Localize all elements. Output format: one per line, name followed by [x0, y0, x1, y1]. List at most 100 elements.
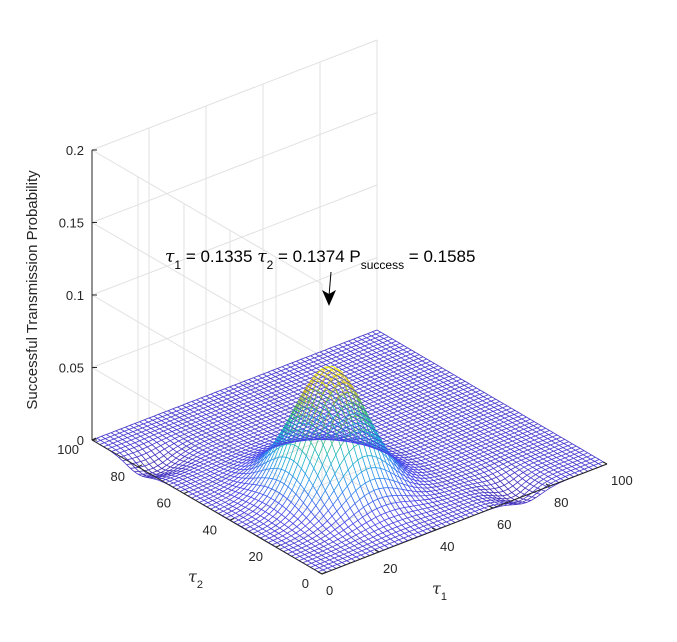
surface-line — [216, 480, 222, 484]
surface-line — [288, 472, 294, 477]
surface-line — [145, 434, 150, 438]
surface-line — [490, 501, 495, 504]
surface-line — [388, 522, 394, 526]
surface-line — [420, 462, 425, 465]
surface-line — [180, 412, 185, 416]
surface-line — [396, 375, 402, 379]
surface-line — [357, 456, 363, 461]
surface-line — [176, 427, 182, 430]
surface-line — [280, 457, 287, 470]
surface-line — [143, 421, 149, 425]
surface-line — [181, 407, 187, 410]
surface-line — [322, 525, 327, 530]
surface-line — [533, 441, 539, 445]
surface-line — [401, 524, 406, 529]
surface-line — [247, 489, 252, 492]
surface-line — [189, 427, 195, 431]
surface-line — [318, 357, 324, 361]
surface-line — [301, 436, 308, 452]
surface-line — [279, 413, 285, 417]
surface-line — [291, 526, 298, 531]
surface-line — [515, 445, 521, 448]
surface-line — [294, 444, 299, 448]
surface-line — [228, 480, 234, 485]
surface-line — [152, 467, 158, 472]
surface-line — [406, 386, 412, 390]
surface-line — [489, 407, 495, 410]
surface-line — [256, 438, 261, 442]
surface-line — [338, 383, 344, 387]
surface-line — [440, 487, 446, 490]
surface-line — [371, 370, 377, 374]
surface-line — [536, 467, 542, 470]
surface-line — [190, 403, 196, 406]
surface-line — [446, 405, 452, 408]
surface-line — [235, 491, 240, 494]
surface-line — [119, 450, 125, 454]
surface-line — [391, 340, 397, 344]
surface-line — [382, 497, 387, 506]
surface-line — [451, 380, 457, 384]
surface-line — [203, 407, 208, 411]
surface-line — [473, 457, 479, 461]
surface-line — [250, 472, 255, 474]
surface-line — [268, 540, 274, 543]
surface-line — [322, 567, 328, 571]
surface-line — [452, 413, 458, 417]
surface-line — [181, 427, 186, 431]
surface-line — [296, 358, 302, 362]
surface-line — [472, 482, 478, 485]
surface-line — [440, 447, 446, 451]
surface-line — [357, 516, 363, 521]
surface-line — [257, 449, 262, 452]
surface-line — [130, 467, 136, 469]
surface-line — [293, 509, 300, 516]
surface-line — [370, 411, 376, 415]
surface-line — [338, 555, 344, 559]
surface-line — [206, 469, 211, 472]
surface-line — [190, 443, 196, 447]
surface-line — [404, 357, 410, 361]
surface-line — [118, 434, 124, 438]
surface-line — [387, 357, 393, 360]
surface-line — [248, 508, 253, 512]
surface-line — [337, 498, 342, 507]
surface-line — [342, 485, 348, 493]
surface-line — [248, 451, 254, 455]
surface-line — [214, 491, 219, 495]
surface-line — [355, 534, 361, 539]
surface-line — [265, 378, 271, 381]
surface-line — [290, 383, 296, 386]
surface-line — [217, 439, 222, 443]
surface-line — [380, 540, 386, 544]
surface-line — [324, 490, 330, 498]
surface-line — [473, 420, 479, 424]
surface-line — [220, 425, 226, 428]
surface-line — [237, 426, 243, 429]
surface-line — [543, 434, 549, 437]
surface-line — [257, 530, 262, 534]
surface-line — [236, 468, 241, 470]
surface-line — [177, 404, 183, 408]
surface-line — [366, 513, 372, 521]
surface-line — [326, 528, 331, 534]
surface-line — [447, 456, 453, 459]
surface-line — [316, 366, 322, 369]
surface-line — [402, 407, 408, 410]
surface-line — [331, 443, 337, 455]
surface-line — [507, 422, 513, 425]
surface-line — [230, 491, 236, 496]
surface-line — [362, 516, 367, 523]
surface-line — [295, 553, 301, 557]
surface-line — [204, 495, 210, 499]
surface-line — [350, 417, 356, 431]
surface-line — [250, 406, 256, 409]
surface-line — [267, 487, 272, 490]
surface-line — [344, 405, 351, 416]
surface-line — [320, 490, 326, 499]
surface-line — [189, 430, 195, 433]
surface-line — [316, 369, 321, 376]
surface-line — [256, 513, 261, 517]
surface-line — [172, 406, 178, 410]
surface-line — [418, 374, 424, 378]
